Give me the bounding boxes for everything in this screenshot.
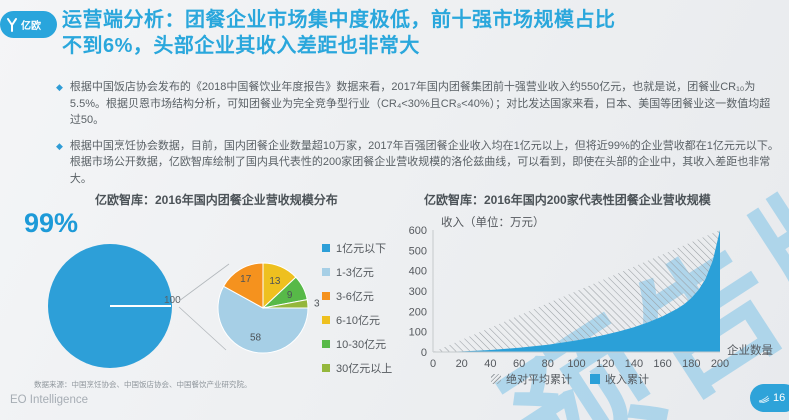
- legend-item: 1亿元以下: [322, 236, 392, 260]
- y-tick-label: 400: [409, 266, 427, 278]
- connector-line: [178, 263, 230, 302]
- revenue-area: [433, 230, 720, 352]
- bullet-diamond-icon: ◆: [56, 140, 63, 151]
- legend-swatch: [322, 268, 330, 276]
- pie-callout-99: 99%: [24, 208, 79, 238]
- legend-swatch: [322, 316, 330, 324]
- legend-item: 3-6亿元: [322, 284, 392, 308]
- page-number: 16: [773, 392, 786, 404]
- x-tick-label: 100: [567, 358, 585, 370]
- footer-brand: EO Intelligence: [10, 394, 88, 406]
- bullet-diamond-icon: ◆: [56, 82, 63, 92]
- pie-slice-label: 3: [314, 298, 320, 309]
- x-tick-label: 60: [513, 358, 525, 370]
- eo-logo-text: 亿欧: [21, 21, 41, 32]
- legend-item: 收入累计: [590, 371, 649, 387]
- legend-swatch: [322, 292, 330, 300]
- x-tick-label: 200: [711, 358, 729, 370]
- pie-slice: [222, 262, 264, 309]
- y-tick-label: 100: [409, 327, 427, 339]
- pie-slice-label: 17: [240, 274, 252, 285]
- y-tick-label: 500: [409, 245, 427, 257]
- bullet-text: 根据中国烹饪协会数据，目前，国内团餐企业数量超10万家，2017年百强团餐企业收…: [69, 139, 779, 185]
- bullet-list: ◆ 根据中国饭店协会发布的《2018中国餐饮业年度报告》数据来看，2017年国内…: [56, 79, 780, 196]
- legend-item: 10-30亿元: [322, 332, 392, 356]
- legend-item: 6-10亿元: [322, 308, 392, 332]
- x-tick-label: 180: [682, 358, 700, 370]
- legend-label: 1-3亿元: [336, 267, 374, 279]
- pie-legend: 1亿元以下 1-3亿元 3-6亿元 6-10亿元 10-30亿元 30亿元以上: [322, 236, 392, 380]
- legend-item: 1-3亿元: [322, 260, 392, 284]
- x-axis-title: 企业数量: [727, 343, 773, 357]
- legend-swatch: [322, 364, 330, 372]
- x-tick-label: 40: [484, 358, 496, 370]
- bullet-item: ◆ 根据中国烹饪协会数据，目前，国内团餐企业数量超10万家，2017年百强团餐企…: [56, 138, 780, 188]
- y-tick-label: 300: [409, 286, 427, 298]
- y-tick-label: 0: [421, 347, 427, 359]
- eo-logo-icon: [7, 17, 17, 32]
- connector-line: [178, 306, 227, 351]
- pie-chart-title: 亿欧智库：2016年国内团餐企业营收规模分布: [95, 193, 338, 207]
- eo-logo: 亿欧: [0, 11, 57, 38]
- pie-slice: [217, 285, 309, 354]
- source-note: 数据来源：中国烹饪协会、中国饭店协会、中国餐饮产业研究院。: [34, 380, 252, 389]
- bullet-item: ◆ 根据中国饭店协会发布的《2018中国餐饮业年度报告》数据来看，2017年国内…: [56, 79, 780, 129]
- legend-label: 6-10亿元: [336, 315, 381, 327]
- solid-swatch: [590, 374, 600, 384]
- y-tick-label: 600: [409, 225, 427, 237]
- legend-swatch: [322, 244, 330, 252]
- lorenz-chart: 0 100 200 300 400 500 600 0 20 40 60 80 100 120 140 160…: [395, 213, 785, 398]
- page-number-badge: 16: [750, 384, 789, 412]
- detail-pie: 13 9 3 58 17: [217, 262, 320, 354]
- page-title: 运营端分析：团餐企业市场集中度极低，前十强市场规模占比 不到6%，头部企业其收入…: [62, 9, 616, 57]
- x-tick-label: 20: [456, 358, 468, 370]
- y-tick-label: 200: [409, 306, 427, 318]
- pie-slice-label: 58: [250, 333, 262, 344]
- outer-pie-label: 100: [164, 295, 181, 306]
- legend-label: 3-6亿元: [336, 291, 374, 303]
- hatch-swatch: [491, 374, 501, 384]
- lorenz-chart-title: 亿欧智库：2016年国内200家代表性团餐企业营收规模: [424, 193, 711, 207]
- x-tick-label: 140: [625, 358, 643, 370]
- swoosh-icon: [758, 395, 770, 403]
- pie-slice-label: 9: [287, 290, 293, 301]
- x-tick-label: 0: [430, 358, 436, 370]
- legend-label: 10-30亿元: [336, 339, 387, 351]
- bullet-text: 根据中国饭店协会发布的《2018中国餐饮业年度报告》数据来看，2017年国内团餐…: [69, 81, 771, 126]
- legend-item: 绝对平均累计: [491, 371, 572, 387]
- legend-label: 收入累计: [605, 374, 649, 386]
- x-tick-label: 120: [596, 358, 614, 370]
- legend-swatch: [322, 340, 330, 348]
- pie-slice-label: 13: [269, 276, 281, 287]
- legend-label: 30亿元以上: [336, 363, 393, 375]
- x-tick-label: 160: [653, 358, 671, 370]
- y-axis-title: 收入（单位：万元）: [441, 215, 545, 229]
- pie-chart: 100 13 9 3 58 17: [48, 244, 320, 368]
- legend-item: 30亿元以上: [322, 356, 392, 380]
- equality-area: [433, 230, 720, 352]
- legend-label: 绝对平均累计: [506, 374, 572, 386]
- legend-label: 1亿元以下: [336, 243, 387, 255]
- x-tick-label: 80: [542, 358, 554, 370]
- lorenz-legend: 绝对平均累计 收入累计: [420, 371, 720, 387]
